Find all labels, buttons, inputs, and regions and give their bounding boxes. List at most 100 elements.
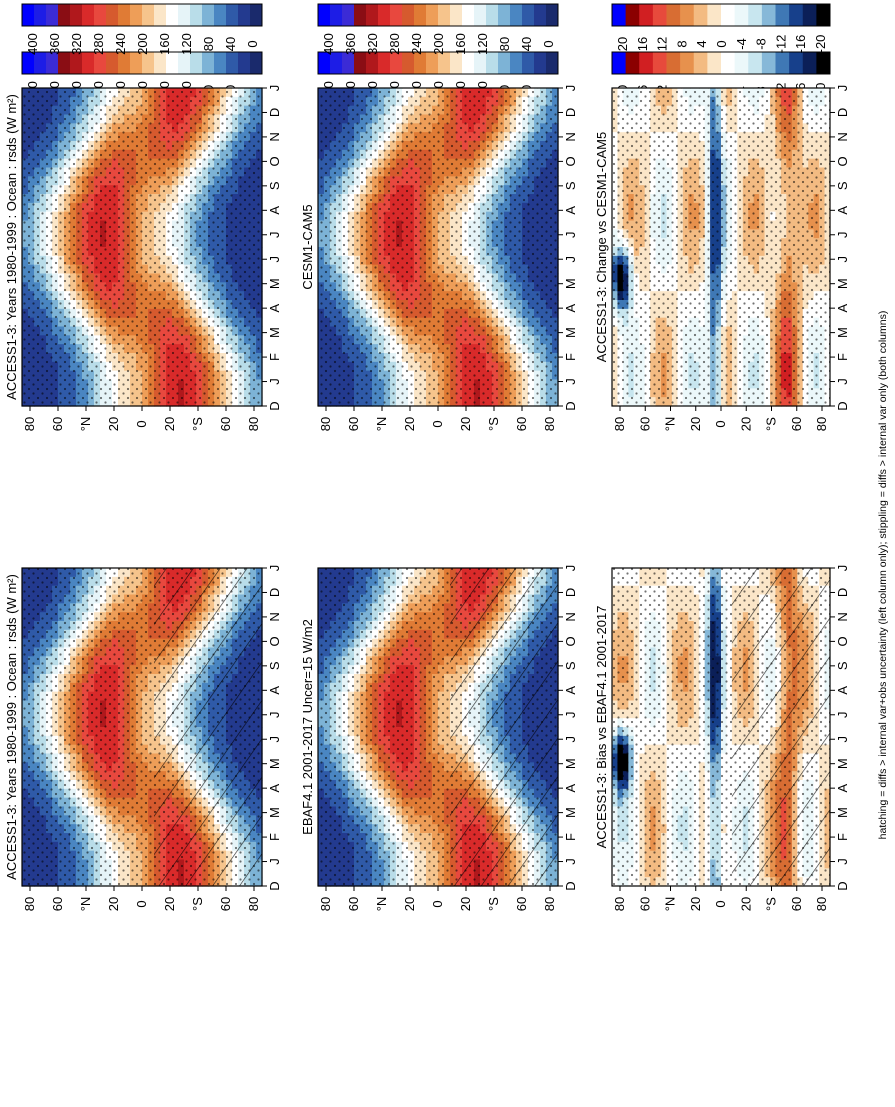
colorbar-swatch bbox=[118, 4, 131, 26]
colorbar-swatch bbox=[214, 4, 227, 26]
lat-tick-label: 20 bbox=[162, 417, 177, 431]
colorbar-tick-label: 120 bbox=[179, 33, 194, 55]
month-tick-label: O bbox=[563, 636, 578, 646]
lat-tick-label: 80 bbox=[22, 897, 37, 911]
colorbar-swatch bbox=[142, 4, 155, 26]
colorbar-swatch bbox=[250, 4, 263, 26]
lat-tick-label: 60 bbox=[50, 897, 65, 911]
lat-tick-label: 80 bbox=[22, 417, 37, 431]
colorbar-swatch bbox=[214, 52, 227, 74]
colorbar-swatch bbox=[178, 4, 191, 26]
lat-tick-label: 80 bbox=[542, 897, 557, 911]
colorbar-tick-label: 0 bbox=[245, 40, 260, 47]
month-tick-label: J bbox=[267, 565, 282, 572]
month-tick-label: O bbox=[267, 156, 282, 166]
lat-tick-label: °N bbox=[374, 897, 389, 912]
colorbar-swatch bbox=[202, 4, 215, 26]
colorbar-swatch bbox=[546, 52, 559, 74]
lat-tick-label: 20 bbox=[458, 897, 473, 911]
colorbar-swatch bbox=[46, 4, 59, 26]
colorbar-swatch bbox=[154, 4, 167, 26]
lat-tick-label: 0 bbox=[430, 900, 445, 907]
month-tick-label: J bbox=[267, 85, 282, 92]
colorbar-swatch bbox=[190, 4, 203, 26]
month-tick-label: S bbox=[563, 661, 578, 670]
lat-tick-label: 80 bbox=[318, 897, 333, 911]
colorbar-swatch bbox=[534, 52, 547, 74]
colorbar-tick-label: 280 bbox=[91, 33, 106, 55]
colorbar-swatch bbox=[522, 52, 535, 74]
colorbar-swatch bbox=[202, 52, 215, 74]
colorbar-swatch bbox=[238, 4, 251, 26]
colorbar-tick-label: 160 bbox=[157, 33, 172, 55]
month-tick-label: A bbox=[267, 303, 282, 312]
colorbar-swatch bbox=[130, 4, 143, 26]
lat-tick-label: °S bbox=[486, 897, 501, 911]
month-tick-label: S bbox=[267, 661, 282, 670]
month-tick-label: M bbox=[267, 327, 282, 338]
lat-tick-label: 80 bbox=[246, 417, 261, 431]
lat-tick-label: 0 bbox=[134, 420, 149, 427]
month-tick-label: F bbox=[267, 833, 282, 841]
month-tick-label: D bbox=[267, 588, 282, 597]
lat-tick-label: °N bbox=[78, 417, 93, 432]
month-tick-label: J bbox=[267, 232, 282, 239]
colorbar-swatch bbox=[34, 4, 47, 26]
colorbar-swatch bbox=[106, 4, 119, 26]
month-tick-label: A bbox=[267, 206, 282, 215]
month-tick-label: A bbox=[563, 686, 578, 695]
colorbar-swatch bbox=[22, 4, 35, 26]
month-tick-label: D bbox=[267, 881, 282, 890]
colorbar-tick-label: 200 bbox=[135, 33, 150, 55]
lat-tick-label: 80 bbox=[246, 897, 261, 911]
colorbar-swatch bbox=[82, 4, 95, 26]
lat-tick-label: 60 bbox=[514, 897, 529, 911]
month-tick-label: N bbox=[267, 612, 282, 621]
colorbar-tick-label: 320 bbox=[69, 33, 84, 55]
month-tick-label: D bbox=[267, 401, 282, 410]
colorbar-swatch bbox=[94, 4, 107, 26]
month-tick-label: M bbox=[563, 758, 578, 769]
lat-tick-label: 60 bbox=[218, 417, 233, 431]
lat-tick-label: 20 bbox=[402, 897, 417, 911]
month-tick-label: N bbox=[563, 612, 578, 621]
month-tick-label: J bbox=[267, 736, 282, 743]
lat-tick-label: 20 bbox=[106, 417, 121, 431]
month-tick-label: D bbox=[563, 588, 578, 597]
hatching-overlay bbox=[154, 568, 262, 886]
lat-tick-label: 60 bbox=[346, 897, 361, 911]
lat-tick-label: °S bbox=[190, 897, 205, 911]
month-tick-label: M bbox=[267, 807, 282, 818]
stippling-overlay bbox=[22, 88, 262, 406]
panel-title: ACCESS1-3: Years 1980-1999 : Ocean : rsd… bbox=[4, 94, 19, 400]
colorbar-tick-label: 240 bbox=[113, 33, 128, 55]
month-tick-label: O bbox=[267, 636, 282, 646]
colorbar-swatch bbox=[70, 4, 83, 26]
month-tick-label: D bbox=[563, 881, 578, 890]
colorbar-tick-label: 400 bbox=[25, 33, 40, 55]
month-tick-label: M bbox=[267, 278, 282, 289]
colorbar-swatch bbox=[238, 52, 251, 74]
month-tick-label: J bbox=[563, 858, 578, 865]
month-tick-label: M bbox=[563, 807, 578, 818]
colorbar-swatch bbox=[498, 52, 511, 74]
month-tick-label: A bbox=[267, 783, 282, 792]
lat-tick-label: °S bbox=[190, 417, 205, 431]
month-tick-label: J bbox=[267, 712, 282, 719]
month-tick-label: J bbox=[267, 256, 282, 263]
month-tick-label: A bbox=[563, 783, 578, 792]
month-tick-label: S bbox=[267, 181, 282, 190]
colorbar-tick-label: 360 bbox=[47, 33, 62, 55]
colorbar-tick-label: 80 bbox=[201, 37, 216, 51]
month-tick-label: F bbox=[267, 353, 282, 361]
month-tick-label: J bbox=[267, 858, 282, 865]
hatching-overlay bbox=[450, 568, 558, 886]
lat-tick-label: 60 bbox=[50, 417, 65, 431]
lat-tick-label: 60 bbox=[218, 897, 233, 911]
colorbar-swatch bbox=[250, 52, 263, 74]
month-tick-label: J bbox=[563, 565, 578, 572]
month-tick-label: J bbox=[267, 378, 282, 385]
month-tick-label: M bbox=[267, 758, 282, 769]
